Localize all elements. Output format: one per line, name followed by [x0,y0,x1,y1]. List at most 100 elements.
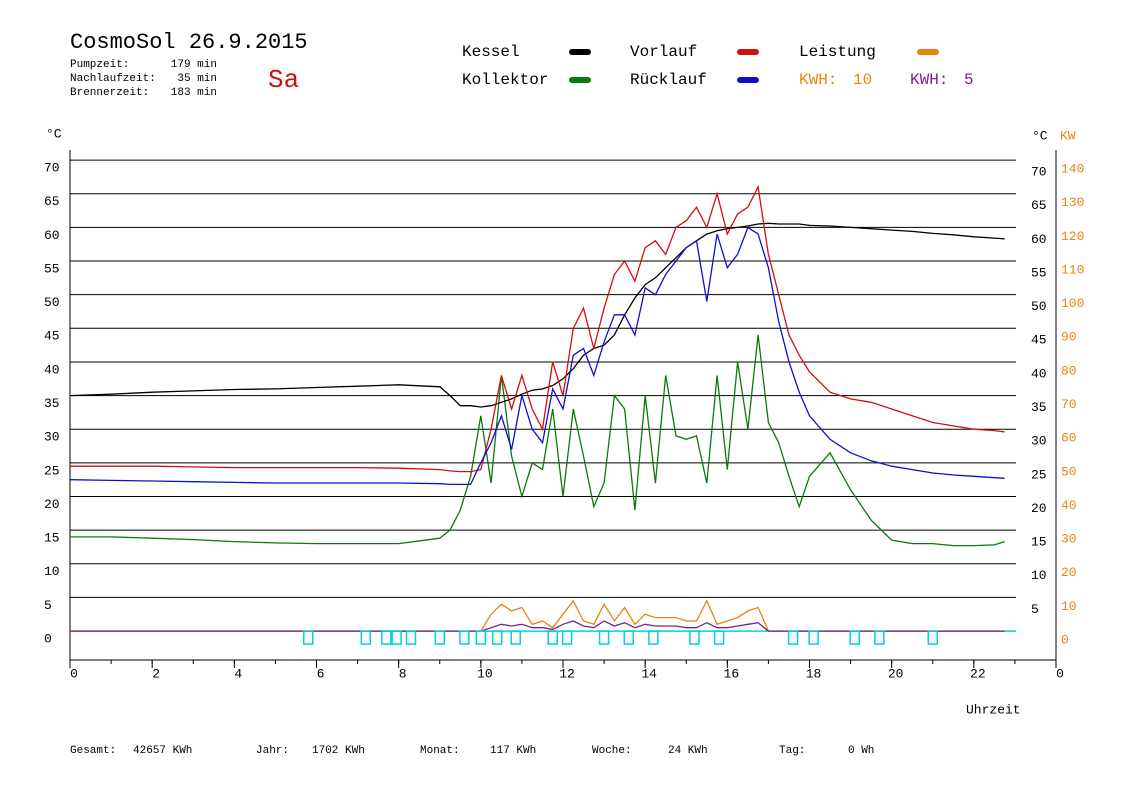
y-right-tick-label: 35 [1031,400,1047,415]
x-tick-label: 18 [806,666,822,681]
y2-tick-label: 140 [1061,162,1084,177]
info-value: 183 min [171,87,217,99]
pump-marker [303,630,314,645]
y2-tick-label: 70 [1061,397,1077,412]
y-right-tick-label: 20 [1031,501,1047,516]
y-right-tick-label: 40 [1031,366,1047,381]
footer-label: Woche: [592,745,632,757]
footer-label: Jahr: [256,745,289,757]
kwh-label: KWH: [799,71,837,89]
y2-tick-label: 20 [1061,565,1077,580]
x-tick-label: 10 [477,666,493,681]
y2-tick-label: 110 [1061,262,1084,277]
y-tick-label: 60 [44,228,60,243]
y-right-tick-label: 65 [1031,198,1047,213]
legend-label: Rücklauf [630,71,707,89]
pump-marker [874,630,885,645]
footer-value: 1702 KWh [312,745,365,757]
pump-marker [434,630,445,645]
x-tick-label: 14 [641,666,657,681]
pump-marker [459,630,470,645]
y-tick-label: 55 [44,261,60,276]
y-right-tick-label: 60 [1031,232,1047,247]
pump-marker [927,630,938,645]
pump-marker [787,630,799,645]
legend-label: Kessel [462,43,520,61]
x-tick-label: 8 [399,666,407,681]
kwh-value: 5 [964,71,974,89]
x-tick-label: 0 [70,666,78,681]
y2-unit-c: °C [1032,128,1048,143]
pump-marker [648,630,659,645]
series-line [69,222,1005,408]
pump-marker [475,630,487,645]
x-axis-label: Uhrzeit [966,702,1021,717]
footer-label: Tag: [779,745,805,757]
y-right-tick-label: 15 [1031,535,1047,550]
info-label: Pumpzeit: [70,59,129,71]
y2-tick-label: 40 [1061,498,1077,513]
y-axis-label: °C [46,126,62,141]
y-right-tick-label: 50 [1031,299,1047,314]
series-line [69,226,1005,486]
kwh-value: 10 [853,71,872,89]
y-tick-label: 30 [44,430,60,445]
x-tick-label: 20 [888,666,904,681]
y-tick-label: 0 [44,632,52,647]
y-tick-label: 20 [44,497,60,512]
pump-marker [689,630,700,645]
pump-marker [561,630,573,645]
y-tick-label: 40 [44,362,60,377]
y2-tick-label: 120 [1061,229,1084,244]
y-tick-label: 25 [44,463,60,478]
footer-value: 0 Wh [848,745,874,757]
y-right-tick-label: 25 [1031,467,1047,482]
y-right-tick-label: 70 [1031,165,1047,180]
y2-tick-label: 10 [1061,599,1077,614]
series-line [70,184,1005,473]
pump-marker [547,630,558,645]
legend-label: Leistung [799,43,876,61]
y2-tick-label: 90 [1061,330,1077,345]
y-tick-label: 65 [44,194,60,209]
y2-tick-label: 100 [1061,296,1084,311]
series-line [70,599,1005,632]
pump-marker [623,630,634,645]
pump-marker [713,630,725,645]
pump-marker [381,630,392,645]
footer-label: Gesamt: [70,745,116,757]
y2-tick-label: 30 [1061,532,1077,547]
y-tick-label: 45 [44,329,60,344]
info-label: Nachlaufzeit: [70,73,156,85]
x-tick-label: 4 [234,666,242,681]
info-value: 35 min [177,73,217,85]
y2-tick-label: 0 [1061,633,1069,648]
info-label: Brennerzeit: [70,87,149,99]
y2-tick-label: 130 [1061,195,1084,210]
y-tick-label: 35 [44,396,60,411]
y-right-tick-label: 5 [1031,602,1039,617]
pump-marker [849,630,860,645]
y-tick-label: 5 [44,598,52,613]
pump-marker [808,630,819,645]
y-tick-label: 10 [44,564,60,579]
kwh-label: KWH: [910,71,948,89]
day: Sa [268,65,299,95]
x-tick-label: 2 [152,666,160,681]
footer-value: 42657 KWh [133,745,192,757]
pump-marker [598,630,610,645]
pump-marker [405,630,417,645]
y2-tick-label: 50 [1061,464,1077,479]
legend-label: Vorlauf [630,43,697,61]
legend-label: Kollektor [462,71,548,89]
series-line [70,334,1005,547]
y2-tick-label: 80 [1061,363,1077,378]
y2-tick-label: 60 [1061,431,1077,446]
y-right-tick-label: 55 [1031,265,1047,280]
x-tick-label: 6 [317,666,325,681]
chart-title: CosmoSol 26.9.2015 [70,30,308,55]
y2-axis-label: KW [1060,128,1076,143]
pump-marker [391,630,402,645]
y-tick-label: 70 [44,161,60,176]
